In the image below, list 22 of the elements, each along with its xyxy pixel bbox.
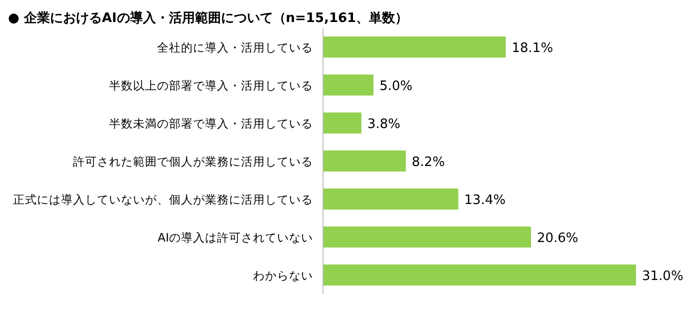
data-label: 20.6%	[536, 231, 578, 246]
bar	[323, 264, 636, 286]
bar	[323, 226, 531, 248]
y-tick-label: 正式には導入していないが、個人が業務に活用している	[13, 192, 313, 206]
data-label: 8.2%	[412, 155, 445, 170]
bar	[323, 150, 406, 172]
data-label: 13.4%	[464, 193, 506, 208]
y-tick-label: 全社的に導入・活用している	[157, 40, 313, 54]
data-label: 31.0%	[642, 269, 684, 284]
data-label: 18.1%	[512, 41, 554, 56]
text: ● 企業におけるAIの導入・活用範囲について（n=15,161、単数）	[8, 10, 408, 26]
data-label: 3.8%	[367, 117, 400, 132]
y-tick-label: AIの導入は許可されていない	[158, 230, 313, 244]
y-tick-label: 半数以上の部署で導入・活用している	[109, 78, 313, 92]
bar	[323, 188, 458, 210]
y-tick-label: 半数未満の部署で導入・活用している	[109, 116, 313, 130]
data-label: 5.0%	[379, 79, 413, 94]
bar	[323, 36, 506, 58]
bar	[323, 112, 362, 134]
y-tick-label: わからない	[253, 268, 313, 282]
y-tick-label: 許可された範囲で個人が業務に活用している	[73, 154, 313, 168]
bar	[323, 74, 374, 96]
